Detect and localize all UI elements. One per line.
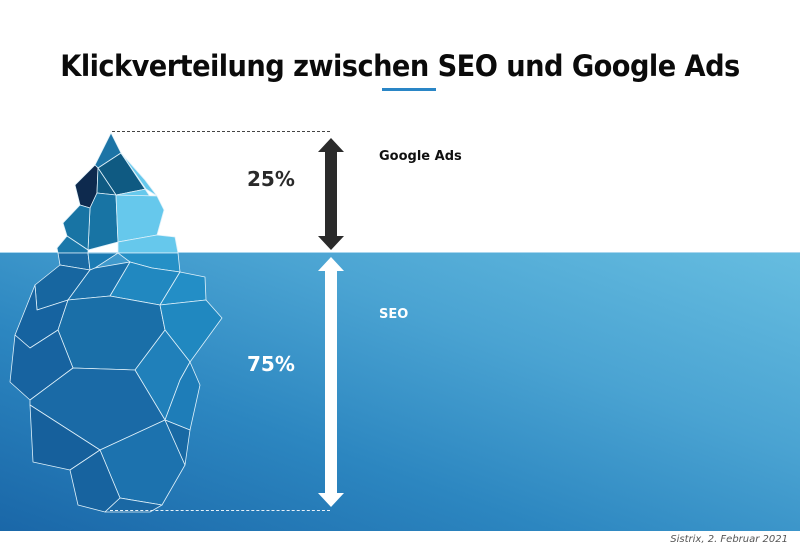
page-title: Klickverteilung zwischen SEO und Google … <box>60 49 740 83</box>
top-dashed-line <box>112 131 330 132</box>
seo-label: SEO <box>379 307 409 322</box>
iceberg-icon <box>9 132 223 513</box>
google-ads-percentage: 25% <box>247 167 295 191</box>
seo-double-arrow-icon <box>318 257 344 507</box>
bottom-dashed-line <box>110 510 330 511</box>
seo-percentage: 75% <box>247 352 295 376</box>
ads-double-arrow-icon <box>318 138 344 250</box>
google-ads-label: Google Ads <box>379 149 462 164</box>
source-caption: Sistrix, 2. Februar 2021 <box>670 534 788 545</box>
title-underline <box>382 88 436 91</box>
